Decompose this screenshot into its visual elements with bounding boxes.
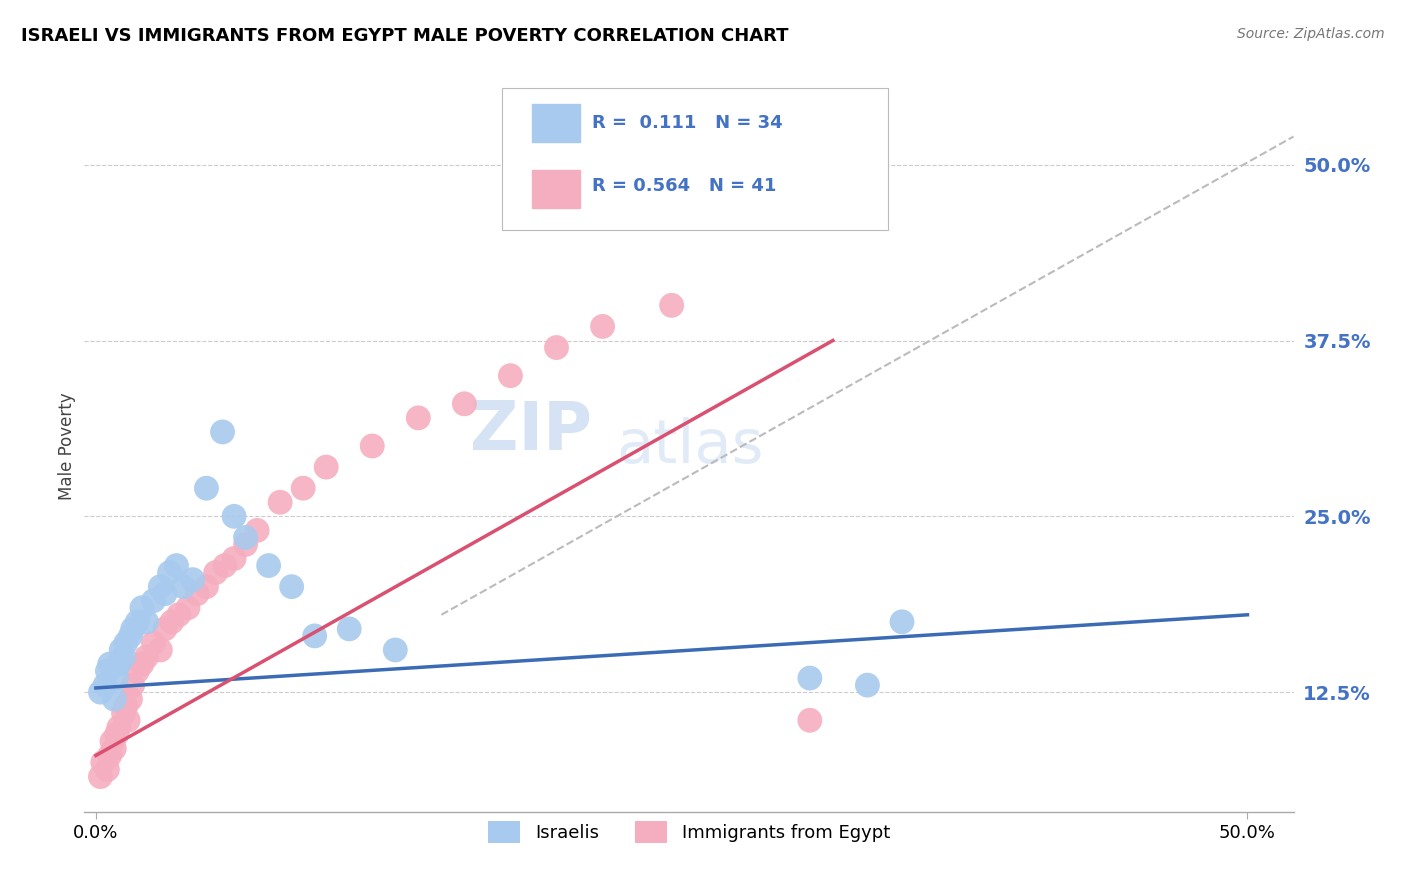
Point	[112, 706, 135, 721]
Point	[166, 558, 188, 573]
Point	[153, 587, 176, 601]
Text: ZIP: ZIP	[470, 399, 592, 465]
Point	[304, 629, 326, 643]
Point	[110, 643, 132, 657]
Point	[204, 566, 226, 580]
FancyBboxPatch shape	[502, 87, 889, 230]
Point	[105, 671, 128, 685]
Point	[211, 425, 233, 439]
Point	[103, 741, 125, 756]
Point	[120, 629, 142, 643]
Point	[214, 558, 236, 573]
Point	[257, 558, 280, 573]
Point	[120, 692, 142, 706]
Point	[112, 650, 135, 665]
Point	[269, 495, 291, 509]
Point	[315, 460, 337, 475]
Point	[121, 678, 143, 692]
Point	[108, 720, 131, 734]
Text: R = 0.564   N = 41: R = 0.564 N = 41	[592, 178, 776, 195]
Point	[195, 580, 218, 594]
Point	[105, 727, 128, 741]
Point	[246, 524, 269, 538]
Point	[186, 587, 208, 601]
Point	[114, 636, 136, 650]
Point	[222, 551, 245, 566]
Point	[222, 509, 245, 524]
Point	[235, 530, 257, 544]
Point	[103, 692, 125, 706]
Point	[149, 643, 172, 657]
Point	[856, 678, 879, 692]
Point	[89, 770, 111, 784]
Point	[89, 685, 111, 699]
Point	[121, 622, 143, 636]
Point	[114, 699, 136, 714]
Point	[546, 341, 568, 355]
Point	[177, 600, 200, 615]
Text: R =  0.111   N = 34: R = 0.111 N = 34	[592, 113, 783, 132]
Point	[142, 593, 165, 607]
Point	[108, 657, 131, 671]
Point	[131, 657, 153, 671]
Point	[292, 481, 315, 495]
Point	[117, 714, 139, 728]
Point	[101, 734, 124, 748]
Point	[127, 664, 149, 678]
Point	[153, 622, 176, 636]
Point	[453, 397, 475, 411]
Text: Source: ZipAtlas.com: Source: ZipAtlas.com	[1237, 27, 1385, 41]
Point	[167, 607, 190, 622]
Point	[408, 410, 430, 425]
Point	[891, 615, 914, 629]
Point	[661, 298, 683, 312]
Point	[160, 615, 183, 629]
Point	[91, 756, 114, 770]
Y-axis label: Male Poverty: Male Poverty	[58, 392, 76, 500]
Point	[235, 537, 257, 551]
Point	[752, 200, 775, 214]
Point	[149, 580, 172, 594]
Point	[98, 748, 121, 763]
Text: ISRAELI VS IMMIGRANTS FROM EGYPT MALE POVERTY CORRELATION CHART: ISRAELI VS IMMIGRANTS FROM EGYPT MALE PO…	[21, 27, 789, 45]
Point	[135, 615, 157, 629]
Point	[135, 650, 157, 665]
Point	[159, 566, 181, 580]
Point	[384, 643, 406, 657]
Point	[280, 580, 302, 594]
Text: atlas: atlas	[616, 417, 763, 475]
Point	[361, 439, 384, 453]
Point	[131, 600, 153, 615]
Point	[592, 319, 614, 334]
Bar	[531, 170, 581, 209]
Point	[499, 368, 522, 383]
Point	[98, 657, 121, 671]
Point	[799, 671, 821, 685]
Point	[195, 481, 218, 495]
Point	[96, 763, 118, 777]
Point	[96, 664, 118, 678]
Point	[799, 714, 821, 728]
Point	[142, 636, 165, 650]
Bar	[531, 104, 581, 143]
Point	[172, 580, 194, 594]
Point	[127, 615, 149, 629]
Legend: Israelis, Immigrants from Egypt: Israelis, Immigrants from Egypt	[481, 814, 897, 850]
Point	[94, 678, 117, 692]
Point	[337, 622, 360, 636]
Point	[181, 573, 204, 587]
